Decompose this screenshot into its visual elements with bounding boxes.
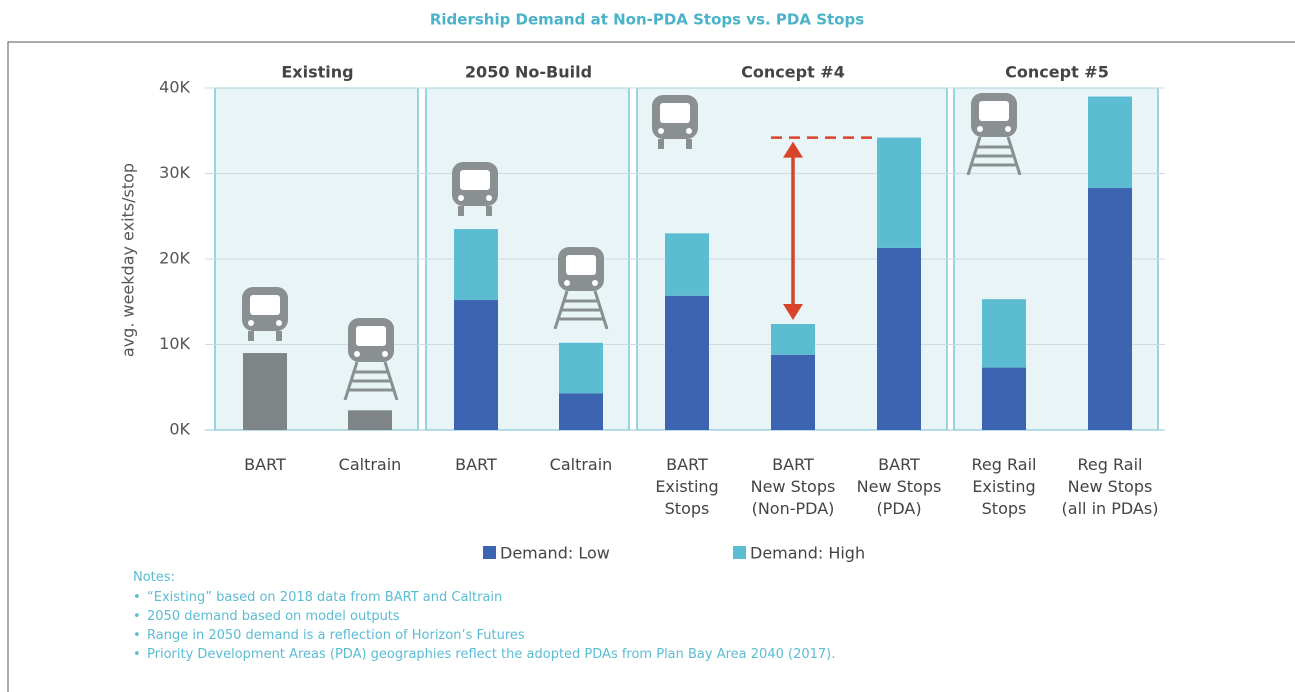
legend-swatch <box>733 546 746 559</box>
bar-segment <box>665 295 709 430</box>
bar-segment <box>454 229 498 301</box>
bar-segment <box>348 410 392 430</box>
x-tick-label: BART <box>244 455 286 474</box>
y-tick-label: 40K <box>159 78 190 97</box>
bar-segment <box>982 367 1026 430</box>
bar-segment <box>1088 188 1132 430</box>
bullet: • <box>133 647 141 662</box>
y-tick-label: 0K <box>169 420 190 439</box>
note-item: “Existing” based on 2018 data from BART … <box>147 590 503 605</box>
bullet: • <box>133 590 141 605</box>
bar-segment <box>559 393 603 430</box>
bullet: • <box>133 628 141 643</box>
note-item: 2050 demand based on model outputs <box>147 609 400 624</box>
bar-segment <box>665 233 709 296</box>
y-tick-label: 20K <box>159 249 190 268</box>
x-tick-label: Caltrain <box>549 455 613 474</box>
y-tick-label: 30K <box>159 163 190 182</box>
arrow-head <box>783 303 803 320</box>
chart-title: Ridership Demand at Non-PDA Stops vs. PD… <box>430 11 864 29</box>
x-tick-label: BART New Stops (Non-PDA) <box>750 455 836 518</box>
bar-segment <box>877 137 921 248</box>
legend-label: Demand: High <box>750 544 865 563</box>
group-title: 2050 No-Build <box>465 63 592 82</box>
x-tick-label: BART Existing Stops <box>655 455 719 518</box>
bar-segment <box>559 342 603 394</box>
note-item: Range in 2050 demand is a reflection of … <box>147 628 525 643</box>
bars <box>243 96 1132 430</box>
bar-segment <box>1088 96 1132 189</box>
x-tick-label: Reg Rail New Stops (all in PDAs) <box>1061 455 1159 518</box>
legend: Demand: Low Demand: High <box>483 544 865 563</box>
y-axis-label: avg. weekday exits/stop <box>119 163 138 357</box>
group-title: Concept #4 <box>741 63 845 82</box>
bar-segment <box>771 354 815 430</box>
group-title: Existing <box>281 63 353 82</box>
bar-segment <box>771 323 815 355</box>
bullet: • <box>133 609 141 624</box>
bar-segment <box>877 247 921 430</box>
bar-segment <box>243 353 287 430</box>
x-tick-label: BART New Stops (PDA) <box>856 455 942 518</box>
x-tick-label: BART <box>455 455 497 474</box>
arrow-head <box>783 141 803 158</box>
x-tick-label: Caltrain <box>338 455 402 474</box>
notes-title: Notes: <box>133 570 175 585</box>
legend-swatch <box>483 546 496 559</box>
bar-segment <box>982 299 1026 368</box>
y-tick-label: 10K <box>159 334 190 353</box>
range-annotation <box>771 136 877 320</box>
legend-label: Demand: Low <box>500 544 610 563</box>
note-item: Priority Development Areas (PDA) geograp… <box>147 647 836 662</box>
group-title: Concept #5 <box>1005 63 1109 82</box>
x-tick-label: Reg Rail Existing Stops <box>971 455 1037 518</box>
bar-segment <box>454 300 498 430</box>
frame <box>7 41 1295 692</box>
